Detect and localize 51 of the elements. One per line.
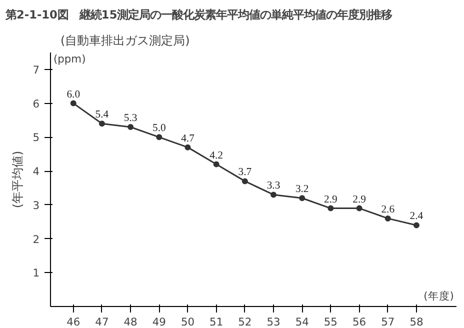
chart-title: 第2-1-10図 継続15測定局の一酸化炭素年平均値の単純平均値の年度別推移 (4, 8, 392, 22)
x-tick-label: 49 (152, 316, 166, 328)
y-tick-label: 2 (32, 232, 40, 246)
data-label: 3.2 (295, 184, 309, 196)
point (242, 178, 248, 184)
annotation: (ppm) (54, 52, 86, 66)
data-label: 4.7 (181, 133, 196, 144)
x-tick-label: 55 (324, 316, 338, 328)
x-tick-label: 57 (381, 316, 395, 328)
data-label: 2.9 (352, 194, 366, 206)
point (70, 100, 76, 106)
data-label: 5.3 (124, 113, 138, 124)
x-tick-label: 52 (238, 316, 252, 328)
point (413, 222, 420, 228)
data-label: 2.4 (410, 211, 424, 222)
point (156, 134, 162, 140)
x-tick-label: 46 (66, 316, 80, 328)
x-tick-label: 54 (295, 316, 310, 328)
x-tick-label: 56 (352, 316, 366, 328)
point (184, 144, 191, 150)
y-tick-label: 6 (32, 97, 40, 110)
x-tick-label: 58 (410, 316, 424, 328)
data-label: 3.3 (266, 180, 280, 192)
data-label: 4.2 (210, 150, 223, 162)
data-label: 5.4 (95, 110, 110, 121)
data-label: 2.9 (324, 194, 338, 206)
x-tick-label: 50 (180, 316, 195, 328)
y-tick-label: 5 (32, 131, 40, 144)
point (356, 205, 362, 212)
y-tick-label: 1 (32, 266, 40, 280)
point (270, 192, 277, 198)
x-tick-label: 47 (95, 316, 109, 328)
point (98, 120, 105, 127)
data-label: 5.0 (152, 123, 166, 134)
point (213, 161, 220, 168)
x-tick-label: 48 (124, 316, 138, 328)
point (299, 195, 306, 202)
data-label: 3.7 (238, 167, 252, 178)
x-tick-label: 51 (210, 316, 224, 328)
y-tick-label: 7 (32, 63, 40, 76)
y-axis-title: (年平均値) (10, 150, 25, 208)
data-label: 2.6 (381, 204, 396, 216)
chart-subtitle: (自動車排出ガス測定局) (60, 34, 190, 48)
y-tick-label: 4 (32, 165, 40, 178)
data-label: 6.0 (66, 89, 80, 100)
point (384, 215, 391, 222)
x-axis-title: (年度) (424, 290, 454, 302)
y-tick-label: 3 (32, 198, 40, 212)
point (328, 205, 334, 212)
point (128, 124, 134, 130)
x-tick-label: 53 (266, 316, 280, 328)
